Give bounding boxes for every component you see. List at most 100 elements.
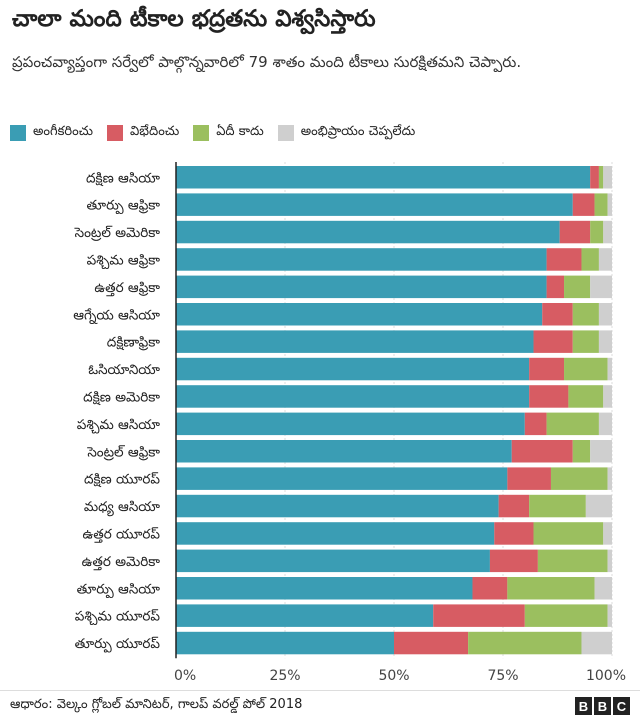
bar-segment <box>572 303 599 326</box>
bar-segment <box>176 522 495 545</box>
chart-title: చాలా మంది టీకాల భద్రతను విశ్వసిస్తారు <box>12 6 376 32</box>
legend-label-disagree: విభేదించు <box>130 124 180 139</box>
category-label: ఆగ్నేయ ఆసియా <box>73 307 160 324</box>
category-label: ఉత్తర ఆఫ్రికా <box>94 280 160 297</box>
legend-item-neither: ఏదీ కాదు <box>193 124 264 142</box>
x-tick-label: 100% <box>586 668 626 684</box>
bar-segment <box>594 577 612 600</box>
bar-segment <box>590 166 599 189</box>
bar-segment <box>598 248 612 271</box>
category-label: తూర్పు ఆఫ్రికా <box>87 198 161 215</box>
bar-segment <box>498 494 530 518</box>
legend-label-no-opinion: అంభిప్రాయం చెప్పలేదు <box>300 124 416 139</box>
category-label: దక్షిణ యూరప్ <box>84 472 160 488</box>
bar-segment <box>176 166 591 189</box>
bar-segment <box>559 220 591 244</box>
bar-segment <box>511 440 573 463</box>
category-label: దక్షిణాఫ్రికా <box>107 335 160 351</box>
bar-segment <box>607 604 612 627</box>
bar-segment <box>572 330 599 353</box>
bar-segment <box>489 549 538 573</box>
category-label: పశ్చిమ ఆఫ్రికా <box>87 252 161 269</box>
bar-segment <box>468 631 582 655</box>
bar-segment <box>176 440 512 463</box>
legend-label-neither: ఏదీ కాదు <box>216 124 264 139</box>
bar-segment <box>176 494 499 518</box>
bar-segment <box>176 275 547 299</box>
category-label: తూర్పు ఆసియా <box>77 581 161 598</box>
bar-segment <box>533 522 604 545</box>
x-tick-label: 25% <box>269 668 300 684</box>
bar-segment <box>568 385 604 408</box>
bar-segment <box>524 604 608 627</box>
category-label: ఉత్తర అమెరికా <box>82 554 161 571</box>
bbc-logo: B B C <box>575 697 630 715</box>
bar-segment <box>176 357 530 381</box>
bar-segment <box>598 412 612 436</box>
bar-segment <box>590 275 612 299</box>
bar-segment <box>176 193 573 216</box>
bar-segment <box>598 166 604 189</box>
bar-segment <box>598 330 612 353</box>
bar-segment <box>176 303 543 326</box>
chart-subtitle: ప్రపంచవ్యాప్తంగా సర్వేలో పాల్గొన్నవారిలో… <box>12 53 522 71</box>
bar-segment <box>607 357 612 381</box>
bar-segment <box>581 248 599 271</box>
x-tick-label: 75% <box>487 668 518 684</box>
bar-segment <box>546 412 599 436</box>
bbc-logo-letter: B <box>575 697 592 715</box>
stacked-bar-chart: 0% 25% 50% 75% 100% దక్షిణ ఆసియా తూర్పు ఆఫ్రిక… <box>73 162 626 684</box>
bar-segment <box>494 522 534 545</box>
bar-segment <box>394 631 469 655</box>
bar-segment <box>176 412 525 436</box>
bar-segment <box>607 193 612 216</box>
bar-segment <box>529 385 569 408</box>
bar-segment <box>607 549 612 573</box>
bar-segment <box>572 193 595 216</box>
bar-segment <box>607 467 612 490</box>
legend-label-agree: అంగీకరించు <box>33 124 94 139</box>
bar-segment <box>176 549 490 573</box>
bar-segment <box>176 604 434 627</box>
bar-segment <box>472 577 508 600</box>
bar-segment <box>546 275 565 299</box>
category-label: ఓసియానియా <box>88 362 160 378</box>
x-tick-label: 0% <box>174 668 196 684</box>
legend: అంగీకరించు విభేదించు ఏదీ కాదు అంభిప్రాయం… <box>10 124 429 142</box>
bar-segment <box>529 494 586 518</box>
category-label: సెంట్రల్ ఆఫ్రికా <box>86 444 160 460</box>
bbc-logo-letter: C <box>613 697 630 715</box>
bar-segment <box>533 330 573 353</box>
bar-segment <box>176 248 547 271</box>
bar-segment <box>590 220 604 244</box>
bar-segment <box>546 248 582 271</box>
category-label: పశ్చిమ ఆసియా <box>77 417 161 434</box>
bar-segment <box>594 193 608 216</box>
legend-item-agree: అంగీకరించు <box>10 124 93 142</box>
bar-segment <box>176 577 473 600</box>
category-label: మధ్య ఆసియా <box>84 499 160 517</box>
bar-segment <box>433 604 525 627</box>
legend-swatch-disagree <box>107 125 124 141</box>
bar-segment <box>581 631 612 655</box>
category-label: ఉత్తర యూరప్ <box>82 526 160 543</box>
category-label: దక్షిణ అమెరికా <box>83 389 160 405</box>
legend-item-disagree: విభేదించు <box>107 124 179 142</box>
category-label: పశ్చిమ యూరప్ <box>75 609 161 626</box>
footer-divider <box>0 690 640 691</box>
bar-segment <box>529 357 565 381</box>
legend-item-no-opinion: అంభిప్రాయం చెప్పలేదు <box>277 124 416 142</box>
category-label: తూర్పు యూరప్ <box>75 636 161 653</box>
bar-segment <box>603 220 612 244</box>
bar-segment <box>176 220 560 244</box>
category-label: దక్షిణ ఆసియా <box>86 170 160 186</box>
bar-segment <box>572 440 591 463</box>
legend-swatch-neither <box>193 125 210 141</box>
bbc-logo-letter: B <box>594 697 611 715</box>
legend-swatch-agree <box>10 125 26 141</box>
bar-segment <box>603 166 612 189</box>
bar-segment <box>537 549 608 573</box>
bar-segment <box>585 494 612 518</box>
bar-segment <box>590 440 612 463</box>
